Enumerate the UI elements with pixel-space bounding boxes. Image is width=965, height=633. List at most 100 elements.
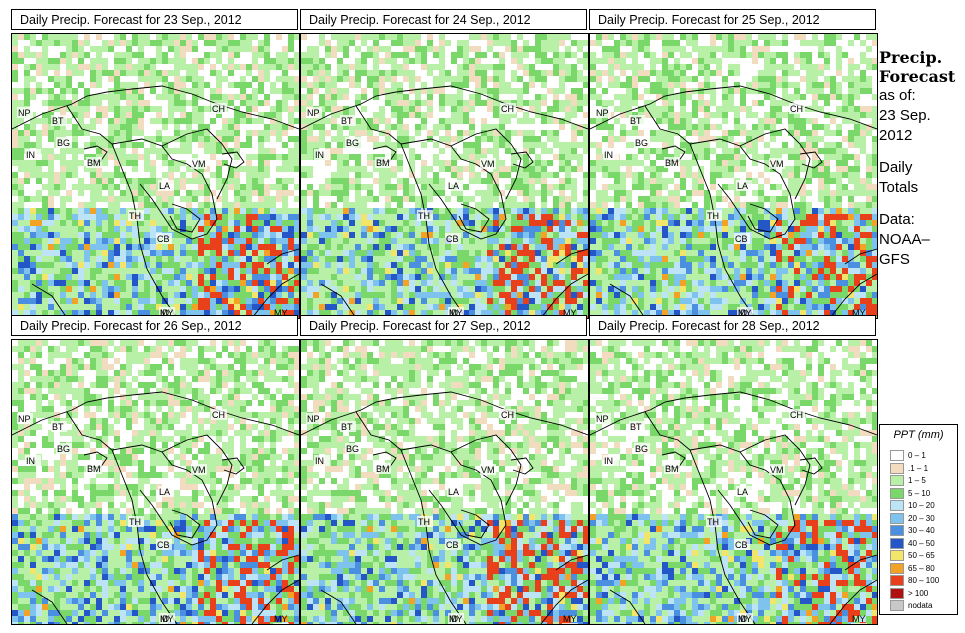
country-label: ID [738, 614, 748, 624]
country-label: IN [604, 150, 613, 160]
country-label: MY [449, 308, 463, 318]
border-line [12, 391, 299, 436]
border-line [555, 554, 588, 571]
border-line [844, 554, 877, 571]
country-label: BM [376, 464, 390, 474]
border-line [747, 203, 779, 233]
border-line [301, 391, 588, 436]
legend-item: > 100 [890, 587, 956, 599]
as-of-date-1: 23 Sep. [879, 107, 931, 124]
border-line [111, 444, 218, 546]
country-label: BT [341, 116, 353, 126]
country-label: CH [501, 410, 514, 420]
country-label: CB [157, 234, 170, 244]
border-line [590, 85, 877, 130]
border-line [320, 589, 357, 624]
country-label: LA [448, 487, 459, 497]
legend-label: 50 – 65 [908, 551, 935, 560]
forecast-panel-6: Daily Precip. Forecast for 28 Sep., 2012… [589, 315, 878, 625]
country-label: CH [790, 104, 803, 114]
legend-label: 20 – 30 [908, 513, 935, 523]
border-line [66, 411, 178, 624]
border-line [450, 434, 522, 506]
country-label: LA [448, 181, 459, 191]
legend-label: 80 – 100 [908, 576, 940, 585]
country-label: BT [52, 116, 64, 126]
legend-label: 40 – 50 [908, 538, 935, 548]
forecast-map: NP BT BG IN BM CH VM LA TH CB MY ID MY [11, 33, 300, 319]
country-label: MY [852, 308, 866, 318]
panel-title: Daily Precip. Forecast for 28 Sep., 2012 [589, 315, 876, 336]
country-label: NP [307, 108, 320, 118]
data-source-1: Data: [879, 211, 915, 228]
country-label: NP [18, 108, 31, 118]
panel-title: Daily Precip. Forecast for 25 Sep., 2012 [589, 9, 876, 30]
legend-swatch [890, 487, 904, 499]
country-label: MY [160, 614, 174, 624]
country-label: TH [418, 517, 430, 527]
country-label: CH [212, 104, 225, 114]
data-source-3: GFS [879, 251, 910, 268]
legend-item: 65 – 80 [890, 562, 956, 574]
border-line [555, 248, 588, 265]
country-label: MY [274, 614, 288, 624]
border-line [355, 105, 467, 318]
legend-swatch [890, 537, 904, 549]
legend-item: .1 – 1 [890, 462, 956, 474]
legend-swatch [890, 587, 904, 599]
border-line [400, 444, 507, 546]
country-label: TH [129, 211, 141, 221]
country-label: VM [192, 465, 206, 475]
country-label: LA [737, 181, 748, 191]
country-label: BT [341, 422, 353, 432]
country-label: VM [481, 465, 495, 475]
country-label: VM [481, 159, 495, 169]
panel-title: Daily Precip. Forecast for 24 Sep., 2012 [300, 9, 587, 30]
panel-title: Daily Precip. Forecast for 27 Sep., 2012 [300, 315, 587, 336]
country-label: MY [738, 614, 752, 624]
legend-swatch [890, 550, 904, 561]
country-label: NP [596, 414, 609, 424]
border-line [644, 105, 756, 318]
country-label: ID [449, 308, 459, 318]
legend-label: > 100 [908, 588, 929, 598]
panel-title: Daily Precip. Forecast for 26 Sep., 2012 [11, 315, 298, 336]
border-line [829, 579, 877, 624]
forecast-map: NP BT BG IN BM CH VM LA TH CB MY ID MY [300, 33, 589, 319]
country-label: NP [307, 414, 320, 424]
country-label: BG [346, 138, 359, 148]
legend-item: 10 – 20 [890, 500, 956, 511]
legend-item: 30 – 40 [890, 525, 956, 536]
country-label: BT [630, 422, 642, 432]
country-label: MY [274, 308, 288, 318]
forecast-panel-3: Daily Precip. Forecast for 25 Sep., 2012… [589, 9, 878, 319]
country-label: IN [604, 456, 613, 466]
border-line [799, 151, 823, 169]
country-label: CH [212, 410, 225, 420]
border-line [458, 203, 490, 233]
border-line [266, 248, 299, 265]
border-line [320, 283, 357, 318]
legend-item: 5 – 10 [890, 487, 956, 499]
country-label: BG [346, 444, 359, 454]
legend-item: nodata [890, 600, 956, 611]
legend-label: nodata [908, 601, 933, 610]
country-label: LA [159, 487, 170, 497]
country-label: NP [596, 108, 609, 118]
country-label: ID [160, 614, 170, 624]
forecast-map: NP BT BG IN BM CH VM LA TH CB MY ID MY [589, 33, 878, 319]
border-line [169, 203, 201, 233]
border-line [540, 579, 588, 624]
daily-label-1: Daily [879, 159, 913, 176]
border-line [12, 85, 299, 130]
border-line [251, 273, 299, 318]
legend-swatch [890, 500, 904, 511]
legend-label: 65 – 80 [908, 563, 935, 573]
legend-title: PPT (mm) [893, 429, 944, 441]
legend-item: 1 – 5 [890, 475, 956, 486]
border-line [609, 283, 646, 318]
data-source-2: NOAA– [879, 231, 930, 248]
